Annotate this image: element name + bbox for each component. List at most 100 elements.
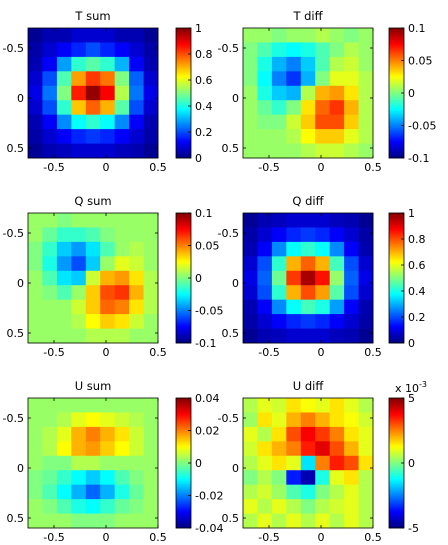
heatmap-cell bbox=[114, 499, 130, 514]
colorbar-swatch bbox=[176, 505, 191, 509]
colorbar-swatch bbox=[176, 267, 191, 271]
colorbar-swatch bbox=[389, 282, 404, 285]
heatmap-cell bbox=[85, 484, 101, 500]
colorbar-tick-label: 1 bbox=[408, 207, 415, 220]
colorbar-swatch bbox=[176, 298, 191, 301]
heatmap-cell bbox=[42, 71, 58, 87]
colorbar-swatch bbox=[389, 290, 404, 293]
heatmap-cell bbox=[243, 56, 258, 72]
heatmap-cell bbox=[243, 213, 258, 228]
heatmap-cell bbox=[56, 129, 72, 144]
heatmap-cell bbox=[56, 213, 72, 228]
colorbar-swatch bbox=[389, 72, 404, 76]
heatmap-cell bbox=[143, 328, 159, 344]
colorbar-swatch bbox=[389, 308, 404, 311]
heatmap-cell bbox=[257, 213, 273, 228]
heatmap-cell bbox=[114, 85, 130, 101]
heatmap-cell bbox=[42, 42, 58, 58]
heatmap-cell bbox=[315, 398, 331, 413]
heatmap-cell bbox=[329, 513, 345, 529]
axes-frame bbox=[242, 212, 374, 344]
heatmap-cell bbox=[85, 114, 101, 130]
heatmap-cell bbox=[257, 56, 273, 72]
colorbar-tick-label: 0.4 bbox=[195, 100, 213, 113]
heatmap-cell bbox=[243, 299, 258, 315]
colorbar-swatch bbox=[389, 414, 404, 417]
heatmap-cell bbox=[271, 143, 287, 159]
heatmap-cell bbox=[28, 499, 43, 514]
heatmap-cell bbox=[315, 56, 331, 72]
colorbar-swatch bbox=[389, 302, 404, 305]
heatmap-cell bbox=[143, 85, 159, 101]
colorbar-swatch bbox=[389, 58, 404, 61]
heatmap-cell bbox=[114, 285, 130, 301]
heatmap-cell bbox=[358, 398, 374, 413]
heatmap-cell bbox=[271, 85, 287, 101]
colorbar-swatch bbox=[176, 58, 191, 61]
heatmap-cell bbox=[85, 71, 101, 87]
heatmap-cell bbox=[42, 241, 58, 257]
colorbar-swatch bbox=[176, 97, 191, 100]
heatmap-cell bbox=[243, 143, 258, 159]
heatmap-cell bbox=[42, 143, 58, 159]
colorbar-swatch bbox=[176, 404, 191, 407]
heatmap-cell bbox=[42, 100, 58, 116]
colorbar-swatch bbox=[389, 505, 404, 509]
colorbar-swatch bbox=[176, 426, 191, 429]
heatmap-cell bbox=[114, 213, 130, 228]
colorbar-swatch bbox=[389, 149, 404, 153]
heatmap-cell bbox=[100, 28, 116, 43]
heatmap-cell bbox=[85, 270, 101, 286]
heatmap-cell bbox=[358, 28, 374, 43]
heatmap-cell bbox=[28, 28, 43, 43]
colorbar-swatch bbox=[176, 101, 191, 104]
colorbar-swatch bbox=[176, 485, 191, 488]
y-tick-label: 0 bbox=[17, 92, 24, 105]
colorbar-swatch bbox=[389, 469, 404, 472]
heatmap-cell bbox=[243, 100, 258, 116]
colorbar-swatch bbox=[176, 519, 191, 523]
colorbar-swatch bbox=[176, 259, 191, 263]
heatmap-cell bbox=[271, 213, 287, 228]
heatmap-cell bbox=[114, 299, 130, 315]
colorbar-swatch bbox=[176, 153, 191, 157]
heatmap-cell bbox=[129, 426, 144, 442]
heatmap-cell bbox=[85, 470, 101, 486]
heatmap-cell bbox=[85, 56, 101, 72]
heatmap-cell bbox=[56, 28, 72, 43]
heatmap-cell bbox=[358, 143, 374, 159]
colorbar-swatch bbox=[389, 109, 404, 112]
heatmap-cell bbox=[56, 71, 72, 87]
heatmap-cell bbox=[100, 398, 116, 413]
heatmap-cell bbox=[28, 114, 43, 130]
colorbar-swatch bbox=[389, 398, 404, 401]
heatmap-cell bbox=[286, 256, 302, 272]
heatmap-cell bbox=[71, 299, 87, 315]
heatmap-cell bbox=[329, 470, 345, 486]
heatmap-cell bbox=[243, 314, 258, 329]
colorbar-swatch bbox=[176, 145, 191, 149]
panel-title: U diff bbox=[293, 379, 325, 393]
heatmap-cell bbox=[257, 129, 273, 144]
heatmap-cell bbox=[129, 71, 144, 87]
colorbar-swatch bbox=[176, 501, 191, 505]
colorbar-swatch bbox=[389, 60, 404, 63]
heatmap-cell bbox=[28, 299, 43, 315]
heatmap-cell bbox=[257, 227, 273, 243]
heatmap-cell bbox=[42, 455, 58, 471]
colorbar-swatch bbox=[176, 32, 191, 35]
heatmap-cell bbox=[344, 314, 359, 329]
colorbar-swatch bbox=[176, 38, 191, 41]
colorbar-swatch bbox=[176, 62, 191, 65]
colorbar-swatch bbox=[389, 509, 404, 513]
colorbar-tick-label: 0.4 bbox=[408, 285, 426, 298]
heatmap-cell bbox=[243, 470, 258, 486]
colorbar-swatch bbox=[176, 414, 191, 417]
panel-u-sum: U sum -0.5 0 0.5 -0.5 0 0.5 -0.04 -0.02 0 0.02 0.04 bbox=[3, 379, 224, 544]
heatmap-cell bbox=[315, 227, 331, 243]
colorbar-swatch bbox=[176, 251, 191, 255]
heatmap-cell bbox=[271, 299, 287, 315]
colorbar-swatch bbox=[176, 68, 191, 72]
heatmap-cell bbox=[315, 426, 331, 442]
heatmap-cell bbox=[243, 426, 258, 442]
